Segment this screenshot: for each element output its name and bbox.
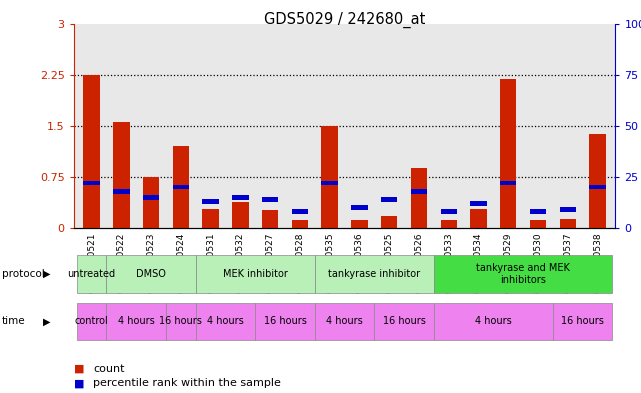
Text: ▶: ▶ <box>43 316 51 326</box>
Text: GDS5029 / 242680_at: GDS5029 / 242680_at <box>264 12 425 28</box>
Bar <box>113 189 129 193</box>
Text: 4 hours: 4 hours <box>207 316 244 326</box>
Bar <box>530 209 546 214</box>
Bar <box>351 220 367 228</box>
Text: ▶: ▶ <box>43 269 51 279</box>
Bar <box>560 219 576 228</box>
Bar <box>381 216 397 228</box>
Text: protocol: protocol <box>2 269 45 279</box>
Text: 16 hours: 16 hours <box>160 316 203 326</box>
Bar <box>470 209 487 228</box>
Bar <box>322 181 338 185</box>
Bar <box>322 126 338 228</box>
Bar <box>500 181 517 185</box>
Bar <box>589 134 606 228</box>
Text: count: count <box>93 364 124 374</box>
Text: 4 hours: 4 hours <box>475 316 512 326</box>
Text: DMSO: DMSO <box>136 269 166 279</box>
Text: 4 hours: 4 hours <box>118 316 154 326</box>
Bar <box>560 207 576 212</box>
Bar <box>203 199 219 204</box>
Text: 16 hours: 16 hours <box>383 316 426 326</box>
Bar <box>500 79 517 228</box>
Bar <box>292 220 308 228</box>
Bar <box>172 185 189 189</box>
Text: percentile rank within the sample: percentile rank within the sample <box>93 378 281 388</box>
Text: tankyrase inhibitor: tankyrase inhibitor <box>328 269 420 279</box>
Bar <box>411 189 427 193</box>
Text: 16 hours: 16 hours <box>561 316 604 326</box>
Bar <box>530 220 546 228</box>
Bar <box>262 197 278 202</box>
Bar <box>440 209 457 214</box>
Bar <box>411 168 427 228</box>
Bar <box>381 197 397 202</box>
Bar <box>83 181 100 185</box>
Text: tankyrase and MEK
inhibitors: tankyrase and MEK inhibitors <box>476 263 570 285</box>
Text: ■: ■ <box>74 364 84 374</box>
Text: 4 hours: 4 hours <box>326 316 363 326</box>
Bar <box>232 202 249 228</box>
Bar <box>143 177 159 228</box>
Text: untreated: untreated <box>67 269 115 279</box>
Text: time: time <box>2 316 26 326</box>
Bar <box>83 75 100 228</box>
Text: 16 hours: 16 hours <box>263 316 306 326</box>
Bar <box>172 146 189 228</box>
Text: MEK inhibitor: MEK inhibitor <box>223 269 288 279</box>
Text: control: control <box>75 316 108 326</box>
Bar <box>351 205 367 210</box>
Bar <box>440 220 457 228</box>
Bar <box>143 195 159 200</box>
Bar <box>589 185 606 189</box>
Bar <box>113 122 129 228</box>
Text: ■: ■ <box>74 378 84 388</box>
Bar <box>292 209 308 214</box>
Bar <box>232 195 249 200</box>
Bar <box>470 201 487 206</box>
Bar <box>262 209 278 228</box>
Bar <box>203 209 219 228</box>
